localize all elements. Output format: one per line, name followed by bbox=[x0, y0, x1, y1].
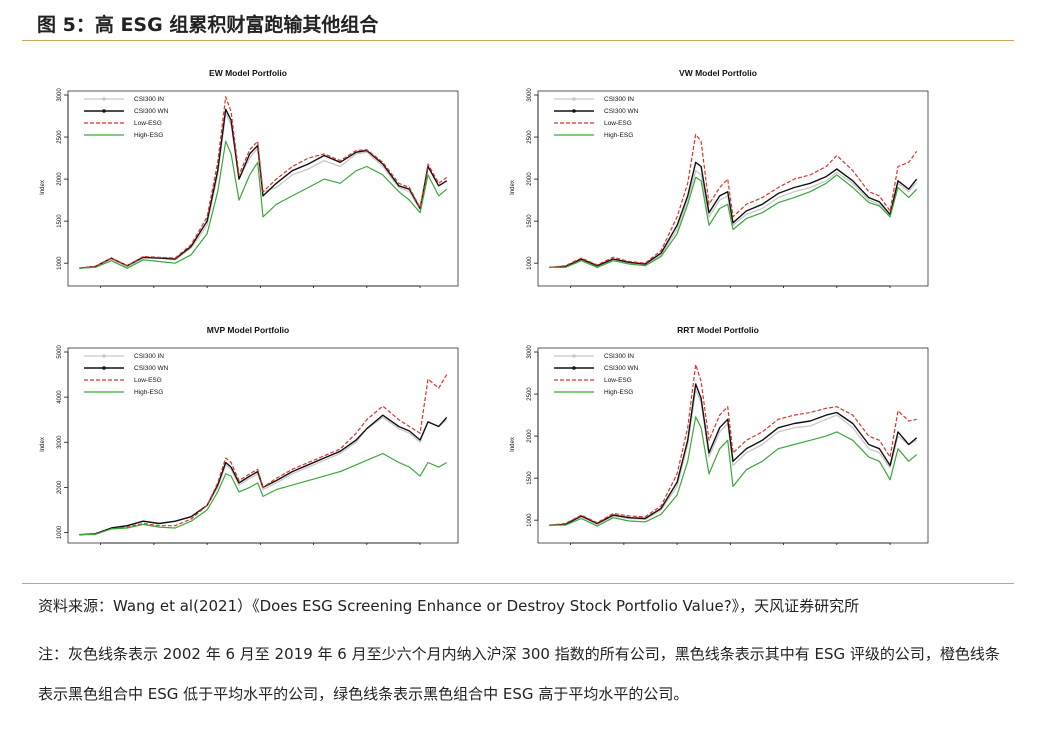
legend-label: CSI300 IN bbox=[604, 353, 634, 360]
series-line-high-esg bbox=[79, 140, 448, 269]
series-line-high-esg bbox=[549, 416, 918, 527]
y-axis-label: Index bbox=[40, 180, 46, 195]
source-text: 资料来源：Wang et al(2021）《Does ESG Screening… bbox=[38, 597, 860, 615]
legend-marker bbox=[102, 109, 106, 113]
y-tick-label: 2500 bbox=[57, 130, 63, 144]
series-line-csi300-wn bbox=[549, 383, 918, 526]
legend-marker bbox=[572, 366, 576, 370]
chart-mvp-svg: MVP Model Portfolio Index 1000 2000 3000 4000… bbox=[40, 325, 459, 545]
y-axis-label: Index bbox=[510, 437, 516, 452]
legend-label: CSI300 IN bbox=[134, 96, 164, 103]
series-line-csi300-wn bbox=[79, 414, 448, 536]
bottom-divider bbox=[22, 583, 1014, 584]
legend-label: CSI300 WN bbox=[604, 108, 639, 115]
plot-frame bbox=[537, 90, 929, 287]
y-tick-label: 2500 bbox=[527, 130, 533, 144]
y-tick-label: 2000 bbox=[527, 429, 533, 443]
legend-marker bbox=[102, 97, 106, 101]
legend-label: Low-ESG bbox=[604, 120, 632, 127]
plot-frame bbox=[67, 347, 459, 544]
y-tick-label: 2000 bbox=[527, 172, 533, 186]
chart-rrt-svg: RRT Model Portfolio Index 1000 1500 2000 2500… bbox=[510, 325, 929, 545]
legend-marker bbox=[572, 109, 576, 113]
series-line-csi300-in bbox=[79, 416, 448, 536]
chart-vw-svg: VW Model Portfolio Index 1000 1500 2000 2500 3… bbox=[510, 68, 929, 288]
plot-frame bbox=[67, 90, 459, 287]
series-line-csi300-wn bbox=[549, 161, 918, 269]
y-tick-label: 2000 bbox=[57, 480, 63, 494]
y-tick-label: 1500 bbox=[57, 214, 63, 228]
series-line-high-esg bbox=[549, 174, 918, 268]
series-line-low-esg bbox=[79, 96, 448, 269]
legend-marker bbox=[102, 366, 106, 370]
chart-vw: VW Model Portfolio Index 1000 1500 2000 2500 3… bbox=[498, 60, 944, 288]
y-tick-label: 1000 bbox=[57, 525, 63, 539]
legend-label: Low-ESG bbox=[604, 377, 632, 384]
series-line-low-esg bbox=[79, 374, 448, 536]
chart-mvp: MVP Model Portfolio Index 1000 2000 3000 4000… bbox=[28, 317, 474, 545]
chart-rrt: RRT Model Portfolio Index 1000 1500 2000 2500… bbox=[498, 317, 944, 545]
chart-title: MVP Model Portfolio bbox=[207, 325, 289, 335]
y-tick-label: 1500 bbox=[527, 214, 533, 228]
chart-ew: EW Model Portfolio Index 1000 1500 2000 2500 3… bbox=[28, 60, 474, 288]
legend-label: High-ESG bbox=[604, 389, 633, 396]
legend-marker bbox=[572, 354, 576, 358]
y-axis-label: Index bbox=[40, 437, 46, 452]
legend-label: CSI300 WN bbox=[134, 365, 169, 372]
y-tick-label: 4000 bbox=[57, 390, 63, 404]
legend-label: CSI300 IN bbox=[134, 353, 164, 360]
legend-label: CSI300 IN bbox=[604, 96, 634, 103]
y-tick-label: 2500 bbox=[527, 387, 533, 401]
y-tick-label: 5000 bbox=[57, 345, 63, 359]
chart-ew-svg: EW Model Portfolio Index 1000 1500 2000 2500 3… bbox=[40, 68, 459, 288]
y-tick-label: 1000 bbox=[57, 256, 63, 270]
y-tick-label: 2000 bbox=[57, 172, 63, 186]
y-axis-label: Index bbox=[510, 180, 516, 195]
y-tick-label: 1500 bbox=[527, 471, 533, 485]
legend-label: CSI300 WN bbox=[604, 365, 639, 372]
chart-title: VW Model Portfolio bbox=[679, 68, 757, 78]
y-tick-label: 3000 bbox=[527, 88, 533, 102]
legend-marker bbox=[572, 97, 576, 101]
note-text: 注：灰色线条表示 2002 年 6 月至 2019 年 6 月至少六个月内纳入沪… bbox=[38, 645, 1000, 703]
y-tick-label: 3000 bbox=[57, 435, 63, 449]
y-tick-label: 1000 bbox=[527, 256, 533, 270]
series-line-low-esg bbox=[549, 133, 918, 268]
plot-frame bbox=[537, 347, 929, 544]
series-line-csi300-wn bbox=[79, 108, 448, 269]
legend-label: CSI300 WN bbox=[134, 108, 169, 115]
series-line-low-esg bbox=[549, 363, 917, 526]
figure-title: 图 5：高 ESG 组累积财富跑输其他组合 bbox=[37, 14, 379, 36]
legend-label: Low-ESG bbox=[134, 377, 162, 384]
legend-label: High-ESG bbox=[604, 132, 633, 139]
y-tick-label: 3000 bbox=[527, 345, 533, 359]
legend-label: High-ESG bbox=[134, 389, 163, 396]
series-line-high-esg bbox=[79, 452, 447, 536]
y-tick-label: 1000 bbox=[527, 513, 533, 527]
top-divider bbox=[22, 40, 1014, 41]
y-tick-label: 3000 bbox=[57, 88, 63, 102]
legend-marker bbox=[102, 354, 106, 358]
chart-title: EW Model Portfolio bbox=[209, 68, 287, 78]
legend-label: Low-ESG bbox=[134, 120, 162, 127]
legend-label: High-ESG bbox=[134, 132, 163, 139]
chart-title: RRT Model Portfolio bbox=[677, 325, 759, 335]
